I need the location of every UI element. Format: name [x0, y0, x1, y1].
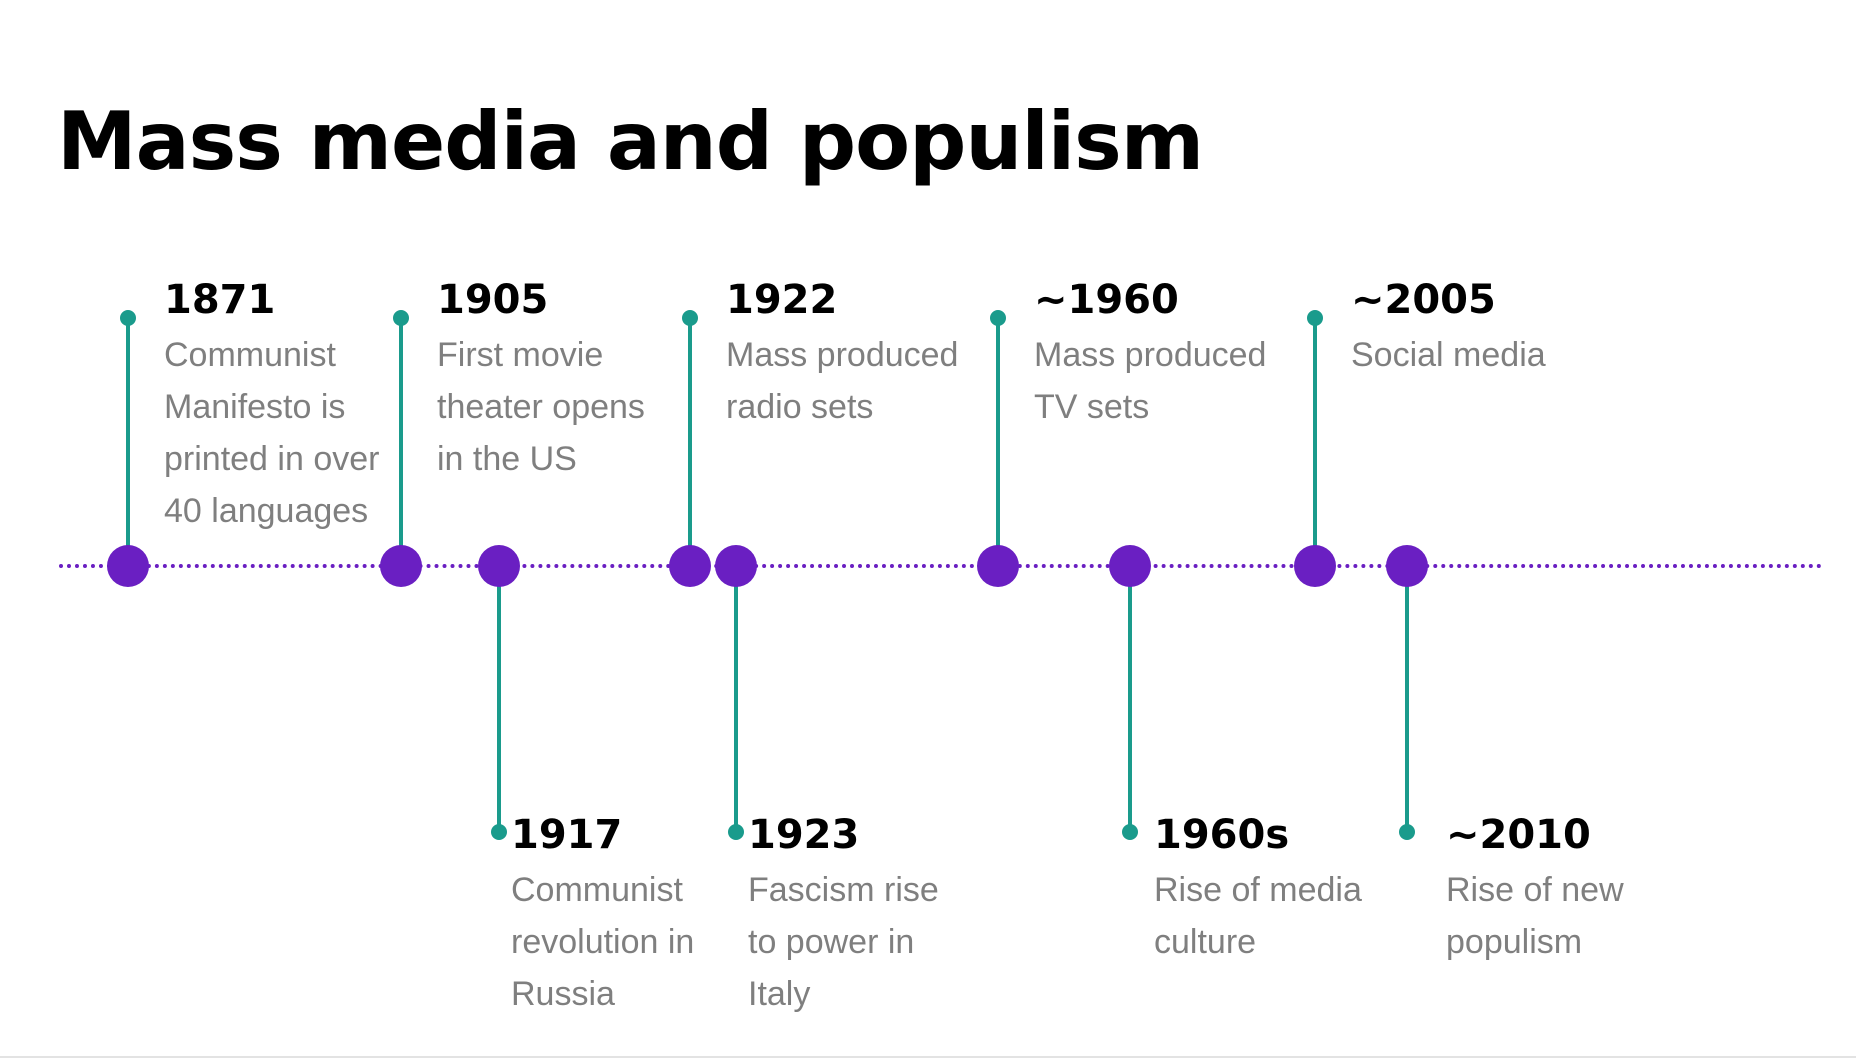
- timeline-node: [1386, 545, 1428, 587]
- event-description-line: 40 languages: [164, 492, 369, 530]
- event-description-line: to power in: [748, 923, 915, 961]
- timeline-axis: [59, 564, 1823, 568]
- stem-end-dot: [990, 310, 1006, 326]
- event-description-line: populism: [1446, 923, 1583, 961]
- event-description-line: Russia: [511, 975, 615, 1013]
- timeline-node: [1294, 545, 1336, 587]
- event-stem: [996, 318, 1000, 566]
- event-description-line: revolution in: [511, 923, 695, 961]
- event-description-line: in the US: [437, 440, 577, 478]
- timeline-node: [669, 545, 711, 587]
- event-description-line: Rise of new: [1446, 871, 1624, 909]
- event-description-line: Mass produced: [726, 336, 959, 374]
- timeline-node: [715, 545, 757, 587]
- timeline-event: 1905 First movie theater opens in the US: [437, 271, 645, 485]
- event-year: 1905: [437, 277, 549, 323]
- event-description-line: radio sets: [726, 388, 874, 426]
- event-description-line: Italy: [748, 975, 811, 1013]
- stem-end-dot: [393, 310, 409, 326]
- event-description-line: Mass produced: [1034, 336, 1267, 374]
- event-description-line: culture: [1154, 923, 1257, 961]
- timeline-node: [478, 545, 520, 587]
- event-description-line: Communist: [164, 336, 336, 374]
- stem-end-dot: [491, 824, 507, 840]
- event-description-line: theater opens: [437, 388, 645, 426]
- footer-divider: [0, 1056, 1856, 1058]
- event-description-line: Rise of media: [1154, 871, 1362, 909]
- event-year: 1922: [726, 277, 838, 323]
- timeline-node: [380, 545, 422, 587]
- event-stem: [688, 318, 692, 566]
- timeline-event: ~2005 Social media: [1351, 271, 1546, 381]
- event-stem: [399, 318, 403, 566]
- event-description-line: Fascism rise: [748, 871, 939, 909]
- timeline-node: [1109, 545, 1151, 587]
- stem-end-dot: [120, 310, 136, 326]
- timeline-node: [107, 545, 149, 587]
- event-year: ~2005: [1351, 277, 1496, 323]
- timeline-event: 1922 Mass produced radio sets: [726, 271, 958, 433]
- event-year: ~2010: [1446, 812, 1591, 858]
- timeline-event: 1960s Rise of media culture: [1154, 806, 1362, 968]
- event-description-line: Communist: [511, 871, 683, 909]
- stem-end-dot: [728, 824, 744, 840]
- timeline-node: [977, 545, 1019, 587]
- event-description-line: TV sets: [1034, 388, 1150, 426]
- event-description-line: Manifesto is: [164, 388, 346, 426]
- event-description-line: First movie: [437, 336, 604, 374]
- event-year: ~1960: [1034, 277, 1179, 323]
- timeline-event: ~1960 Mass produced TV sets: [1034, 271, 1266, 433]
- timeline-event: 1871 Communist Manifesto is printed in o…: [164, 271, 379, 537]
- event-year: 1917: [511, 812, 623, 858]
- stem-end-dot: [1122, 824, 1138, 840]
- event-stem: [1128, 566, 1132, 832]
- event-stem: [734, 566, 738, 832]
- timeline-event: 1923 Fascism rise to power in Italy: [748, 806, 939, 1020]
- page-title: Mass media and populism: [57, 95, 1204, 188]
- event-year: 1871: [164, 277, 276, 323]
- event-stem: [1405, 566, 1409, 832]
- event-year: 1923: [748, 812, 860, 858]
- stem-end-dot: [1399, 824, 1415, 840]
- stem-end-dot: [682, 310, 698, 326]
- event-description-line: Social media: [1351, 336, 1546, 374]
- event-stem: [1313, 318, 1317, 566]
- timeline-event: 1917 Communist revolution in Russia: [511, 806, 694, 1020]
- timeline-event: ~2010 Rise of new populism: [1446, 806, 1624, 968]
- event-description-line: printed in over: [164, 440, 380, 478]
- event-stem: [497, 566, 501, 832]
- event-stem: [126, 318, 130, 566]
- event-year: 1960s: [1154, 812, 1290, 858]
- stem-end-dot: [1307, 310, 1323, 326]
